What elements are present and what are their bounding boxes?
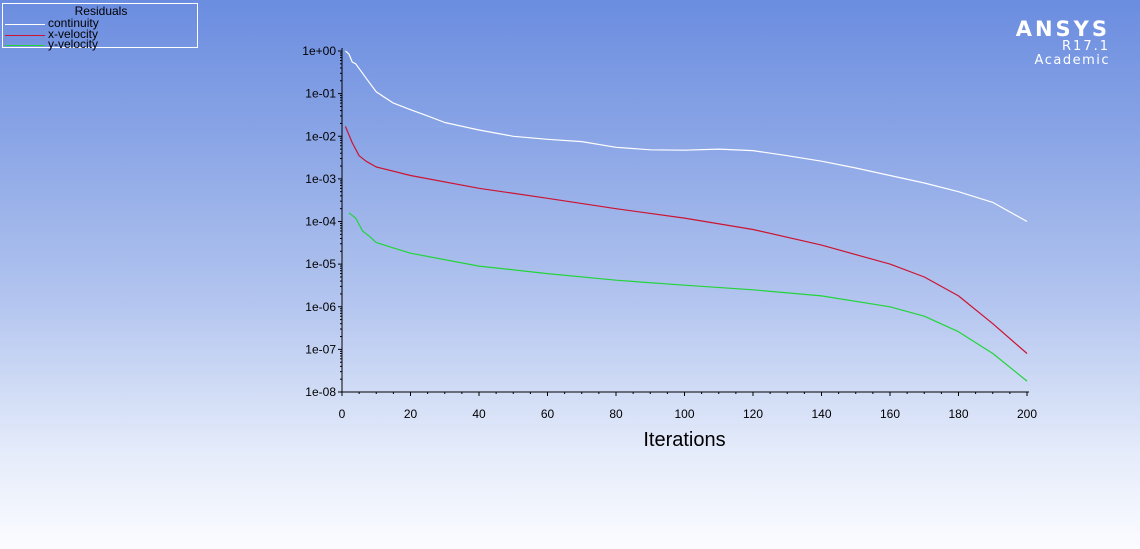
- legend-swatch-continuity: [5, 24, 45, 25]
- x-tick-label: 200: [1017, 407, 1037, 421]
- legend: Residuals continuity x-velocity y-veloci…: [2, 3, 198, 51]
- legend-title: Residuals: [74, 4, 128, 18]
- x-tick-label: 0: [339, 407, 346, 421]
- x-tick-label: 160: [880, 407, 900, 421]
- y-tick-label: 1e-02: [305, 129, 336, 143]
- x-axis-label: Iterations: [643, 429, 725, 451]
- legend-label-continuity: continuity: [48, 16, 99, 30]
- legend-swatch-x-velocity: [5, 35, 45, 36]
- series-line-y-velocity: [348, 212, 1028, 382]
- y-tick-label: 1e-03: [305, 172, 336, 186]
- y-tick-label: 1e-08: [305, 385, 336, 399]
- y-tick-label: 1e-01: [305, 87, 336, 101]
- brand-name: ANSYS: [1015, 17, 1110, 41]
- x-tick-label: 80: [609, 407, 623, 421]
- y-tick-label: 1e-05: [305, 257, 336, 271]
- x-tick-label: 180: [948, 407, 968, 421]
- x-tick-label: 40: [472, 407, 486, 421]
- x-tick-label: 60: [541, 407, 555, 421]
- legend-item-continuity: continuity: [5, 16, 195, 30]
- brand-edition: Academic: [1034, 53, 1110, 68]
- legend-label-x-velocity: x-velocity: [48, 27, 99, 41]
- y-tick-label: 1e-04: [305, 215, 336, 229]
- y-tick-label: 1e-06: [305, 300, 336, 314]
- ansys-logo: ANSYS R17.1 Academic: [1016, 18, 1110, 68]
- series-line-continuity: [345, 50, 1028, 223]
- x-tick-label: 100: [674, 407, 694, 421]
- legend-item-y-velocity: y-velocity: [5, 37, 195, 51]
- x-tick-label: 120: [743, 407, 763, 421]
- y-tick-label: 1e+00: [302, 44, 336, 58]
- series-line-x-velocity: [344, 126, 1028, 354]
- legend-item-x-velocity: x-velocity: [5, 27, 195, 41]
- x-tick-label: 140: [811, 407, 831, 421]
- x-tick-label: 20: [404, 407, 418, 421]
- legend-label-y-velocity: y-velocity: [48, 37, 99, 51]
- legend-swatch-y-velocity: [5, 45, 45, 46]
- brand-version: R17.1: [1062, 39, 1110, 54]
- y-tick-label: 1e-07: [305, 342, 336, 356]
